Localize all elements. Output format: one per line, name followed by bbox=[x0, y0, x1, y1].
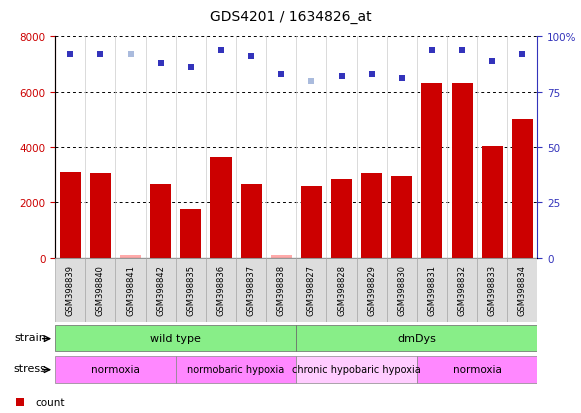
Bar bbox=[421, 84, 443, 258]
Bar bbox=[176, 356, 296, 382]
Point bbox=[487, 58, 497, 65]
Point bbox=[367, 71, 376, 78]
Text: chronic hypobaric hypoxia: chronic hypobaric hypoxia bbox=[292, 364, 421, 374]
Text: wild type: wild type bbox=[150, 333, 201, 343]
Bar bbox=[451, 84, 472, 258]
Bar bbox=[241, 185, 261, 258]
Text: GSM398832: GSM398832 bbox=[458, 265, 467, 316]
Bar bbox=[150, 185, 171, 258]
Bar bbox=[296, 356, 417, 382]
Point bbox=[126, 52, 135, 58]
Text: stress: stress bbox=[14, 363, 47, 373]
Point bbox=[518, 52, 527, 58]
Bar bbox=[387, 258, 417, 322]
Text: normoxia: normoxia bbox=[91, 364, 140, 374]
Bar bbox=[417, 356, 537, 382]
Bar bbox=[55, 258, 85, 322]
Bar bbox=[361, 174, 382, 258]
Text: GSM398834: GSM398834 bbox=[518, 265, 527, 316]
Point bbox=[156, 60, 166, 67]
Bar bbox=[85, 258, 116, 322]
Text: GSM398831: GSM398831 bbox=[428, 265, 436, 316]
Point bbox=[337, 74, 346, 80]
Point bbox=[277, 71, 286, 78]
Bar bbox=[176, 258, 206, 322]
Bar bbox=[301, 186, 322, 258]
Text: GSM398829: GSM398829 bbox=[367, 265, 376, 316]
Bar bbox=[210, 157, 231, 258]
Text: normoxia: normoxia bbox=[453, 364, 501, 374]
Point bbox=[307, 78, 316, 85]
Bar bbox=[206, 258, 236, 322]
Bar bbox=[447, 258, 477, 322]
Text: dmDys: dmDys bbox=[397, 333, 436, 343]
Text: GSM398833: GSM398833 bbox=[487, 265, 497, 316]
Point bbox=[397, 76, 407, 83]
Bar bbox=[271, 255, 292, 258]
Bar bbox=[331, 179, 352, 258]
Point bbox=[186, 65, 195, 71]
Text: GSM398835: GSM398835 bbox=[187, 265, 195, 316]
Text: GSM398828: GSM398828 bbox=[337, 265, 346, 316]
Bar bbox=[146, 258, 176, 322]
Text: GDS4201 / 1634826_at: GDS4201 / 1634826_at bbox=[210, 10, 371, 24]
Point bbox=[362, 228, 371, 235]
Text: GSM398842: GSM398842 bbox=[156, 265, 165, 316]
Point bbox=[362, 378, 371, 385]
Bar bbox=[482, 146, 503, 258]
Bar bbox=[357, 258, 387, 322]
Point bbox=[216, 47, 225, 54]
Point bbox=[427, 47, 436, 54]
Text: count: count bbox=[35, 397, 64, 407]
Text: GSM398827: GSM398827 bbox=[307, 265, 316, 316]
Text: GSM398840: GSM398840 bbox=[96, 265, 105, 316]
Bar bbox=[296, 325, 537, 351]
Bar bbox=[90, 174, 111, 258]
Bar bbox=[327, 258, 357, 322]
Point bbox=[457, 47, 467, 54]
Bar bbox=[120, 255, 141, 258]
Bar bbox=[60, 173, 81, 258]
Text: GSM398830: GSM398830 bbox=[397, 265, 406, 316]
Text: GSM398836: GSM398836 bbox=[217, 265, 225, 316]
Bar bbox=[266, 258, 296, 322]
Bar bbox=[55, 325, 296, 351]
Point bbox=[66, 52, 75, 58]
Bar bbox=[417, 258, 447, 322]
Text: GSM398837: GSM398837 bbox=[246, 265, 256, 316]
Text: GSM398838: GSM398838 bbox=[277, 265, 286, 316]
Text: normobaric hypoxia: normobaric hypoxia bbox=[188, 364, 285, 374]
Bar bbox=[507, 258, 537, 322]
Bar bbox=[512, 120, 533, 258]
Bar bbox=[180, 210, 202, 258]
Bar bbox=[391, 177, 413, 258]
Bar bbox=[477, 258, 507, 322]
Point bbox=[362, 78, 371, 84]
Text: strain: strain bbox=[15, 332, 46, 342]
Text: GSM398841: GSM398841 bbox=[126, 265, 135, 316]
Bar bbox=[55, 356, 176, 382]
Bar bbox=[116, 258, 146, 322]
Bar bbox=[236, 258, 266, 322]
Text: GSM398839: GSM398839 bbox=[66, 265, 75, 316]
Bar bbox=[296, 258, 327, 322]
Point bbox=[246, 54, 256, 60]
Point bbox=[96, 52, 105, 58]
